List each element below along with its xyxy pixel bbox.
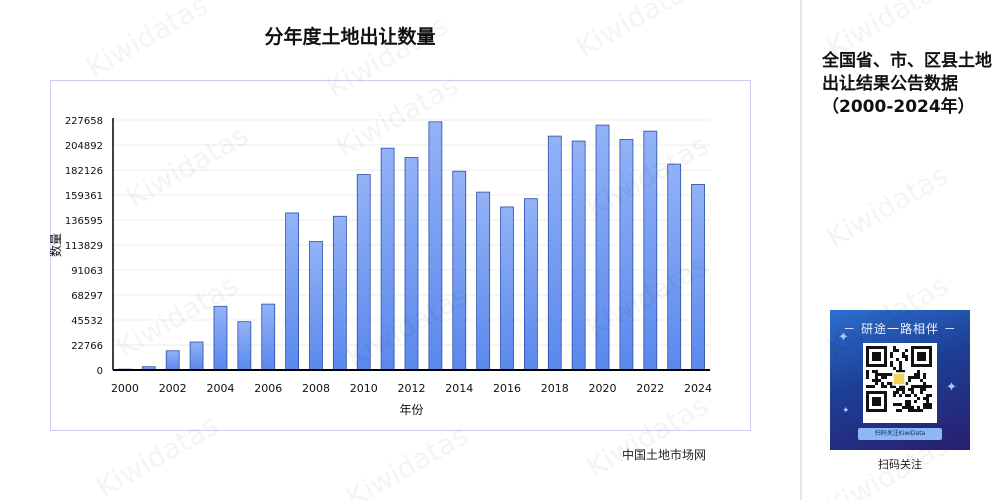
x-tick-label: 2008 (302, 382, 330, 395)
panel-divider (800, 0, 802, 500)
qr-card[interactable]: － 研途一路相伴 － ✦ ✦ ✦ 扫码关注KiwiData (830, 310, 970, 450)
bar (595, 124, 610, 371)
y-tick-label: 45532 (71, 316, 103, 327)
bar (524, 198, 538, 371)
bar (213, 305, 228, 371)
chart-frame (50, 80, 751, 431)
x-tick-label: 2012 (398, 382, 426, 395)
y-tick-label: 182126 (65, 166, 103, 177)
x-tick-label: 2016 (493, 382, 521, 395)
x-tick-label: 2000 (111, 382, 139, 395)
y-tick-label: 136595 (65, 216, 103, 227)
bar (285, 212, 300, 371)
bar (237, 321, 252, 371)
qr-footer: 扫码关注KiwiData (858, 428, 942, 440)
bar (309, 241, 323, 371)
bar (404, 157, 419, 371)
x-tick-label: 2018 (541, 382, 569, 395)
x-tick-label: 2020 (589, 382, 617, 395)
y-tick-label: 68297 (71, 291, 103, 302)
x-tick-label: 2006 (254, 382, 282, 395)
bar (571, 140, 586, 371)
qr-slogan: － 研途一路相伴 － (843, 322, 957, 336)
x-tick-label: 2010 (350, 382, 378, 395)
bar (165, 350, 180, 371)
bar (261, 303, 276, 371)
bar (189, 341, 204, 371)
bar (547, 135, 562, 371)
qr-caption: 扫码关注 (878, 458, 922, 471)
bar (667, 163, 682, 371)
x-tick-label: 2022 (636, 382, 664, 395)
x-tick-label: 2002 (159, 382, 187, 395)
bar (619, 138, 634, 371)
x-tick-label: 2014 (445, 382, 473, 395)
y-tick-label: 91063 (71, 266, 103, 277)
y-tick-label: 159361 (65, 191, 103, 202)
y-tick-label: 204892 (65, 141, 103, 152)
bar (356, 174, 371, 371)
dataset-title: 全国省、市、区县土地出让结果公告数据（2000-2024年） (822, 51, 992, 117)
bar (500, 206, 514, 371)
bar (691, 184, 705, 371)
x-axis-label: 年份 (399, 403, 423, 417)
bar (380, 147, 395, 371)
y-axis-label: 数量 (48, 233, 63, 257)
y-tick-label: 113829 (65, 241, 103, 252)
x-tick-label: 2024 (684, 382, 712, 395)
y-tick-label: 0 (97, 366, 103, 377)
x-tick-label: 2004 (206, 382, 234, 395)
bar (476, 191, 491, 371)
chart-panel: 分年度土地出让数量 0 22766 45532 68297 91063 113829 136… (48, 26, 751, 462)
chart-title: 分年度土地出让数量 (264, 26, 436, 48)
y-tick-label: 22766 (71, 341, 103, 352)
source-label: 中国土地市场网 (622, 448, 707, 462)
bar-chart: 0 22766 45532 68297 91063 113829 136595 159361 1… (48, 116, 712, 417)
bar (643, 130, 658, 371)
sparkle-icon: ✦ (838, 330, 849, 345)
bar (428, 121, 443, 371)
bar (332, 215, 347, 371)
bar (452, 170, 467, 371)
sparkle-icon: ✦ (842, 406, 850, 416)
qr-code[interactable] (863, 343, 937, 423)
y-tick-label: 227658 (65, 116, 103, 127)
sparkle-icon: ✦ (946, 380, 957, 395)
watermark-text: Kiwidatas (821, 159, 954, 255)
